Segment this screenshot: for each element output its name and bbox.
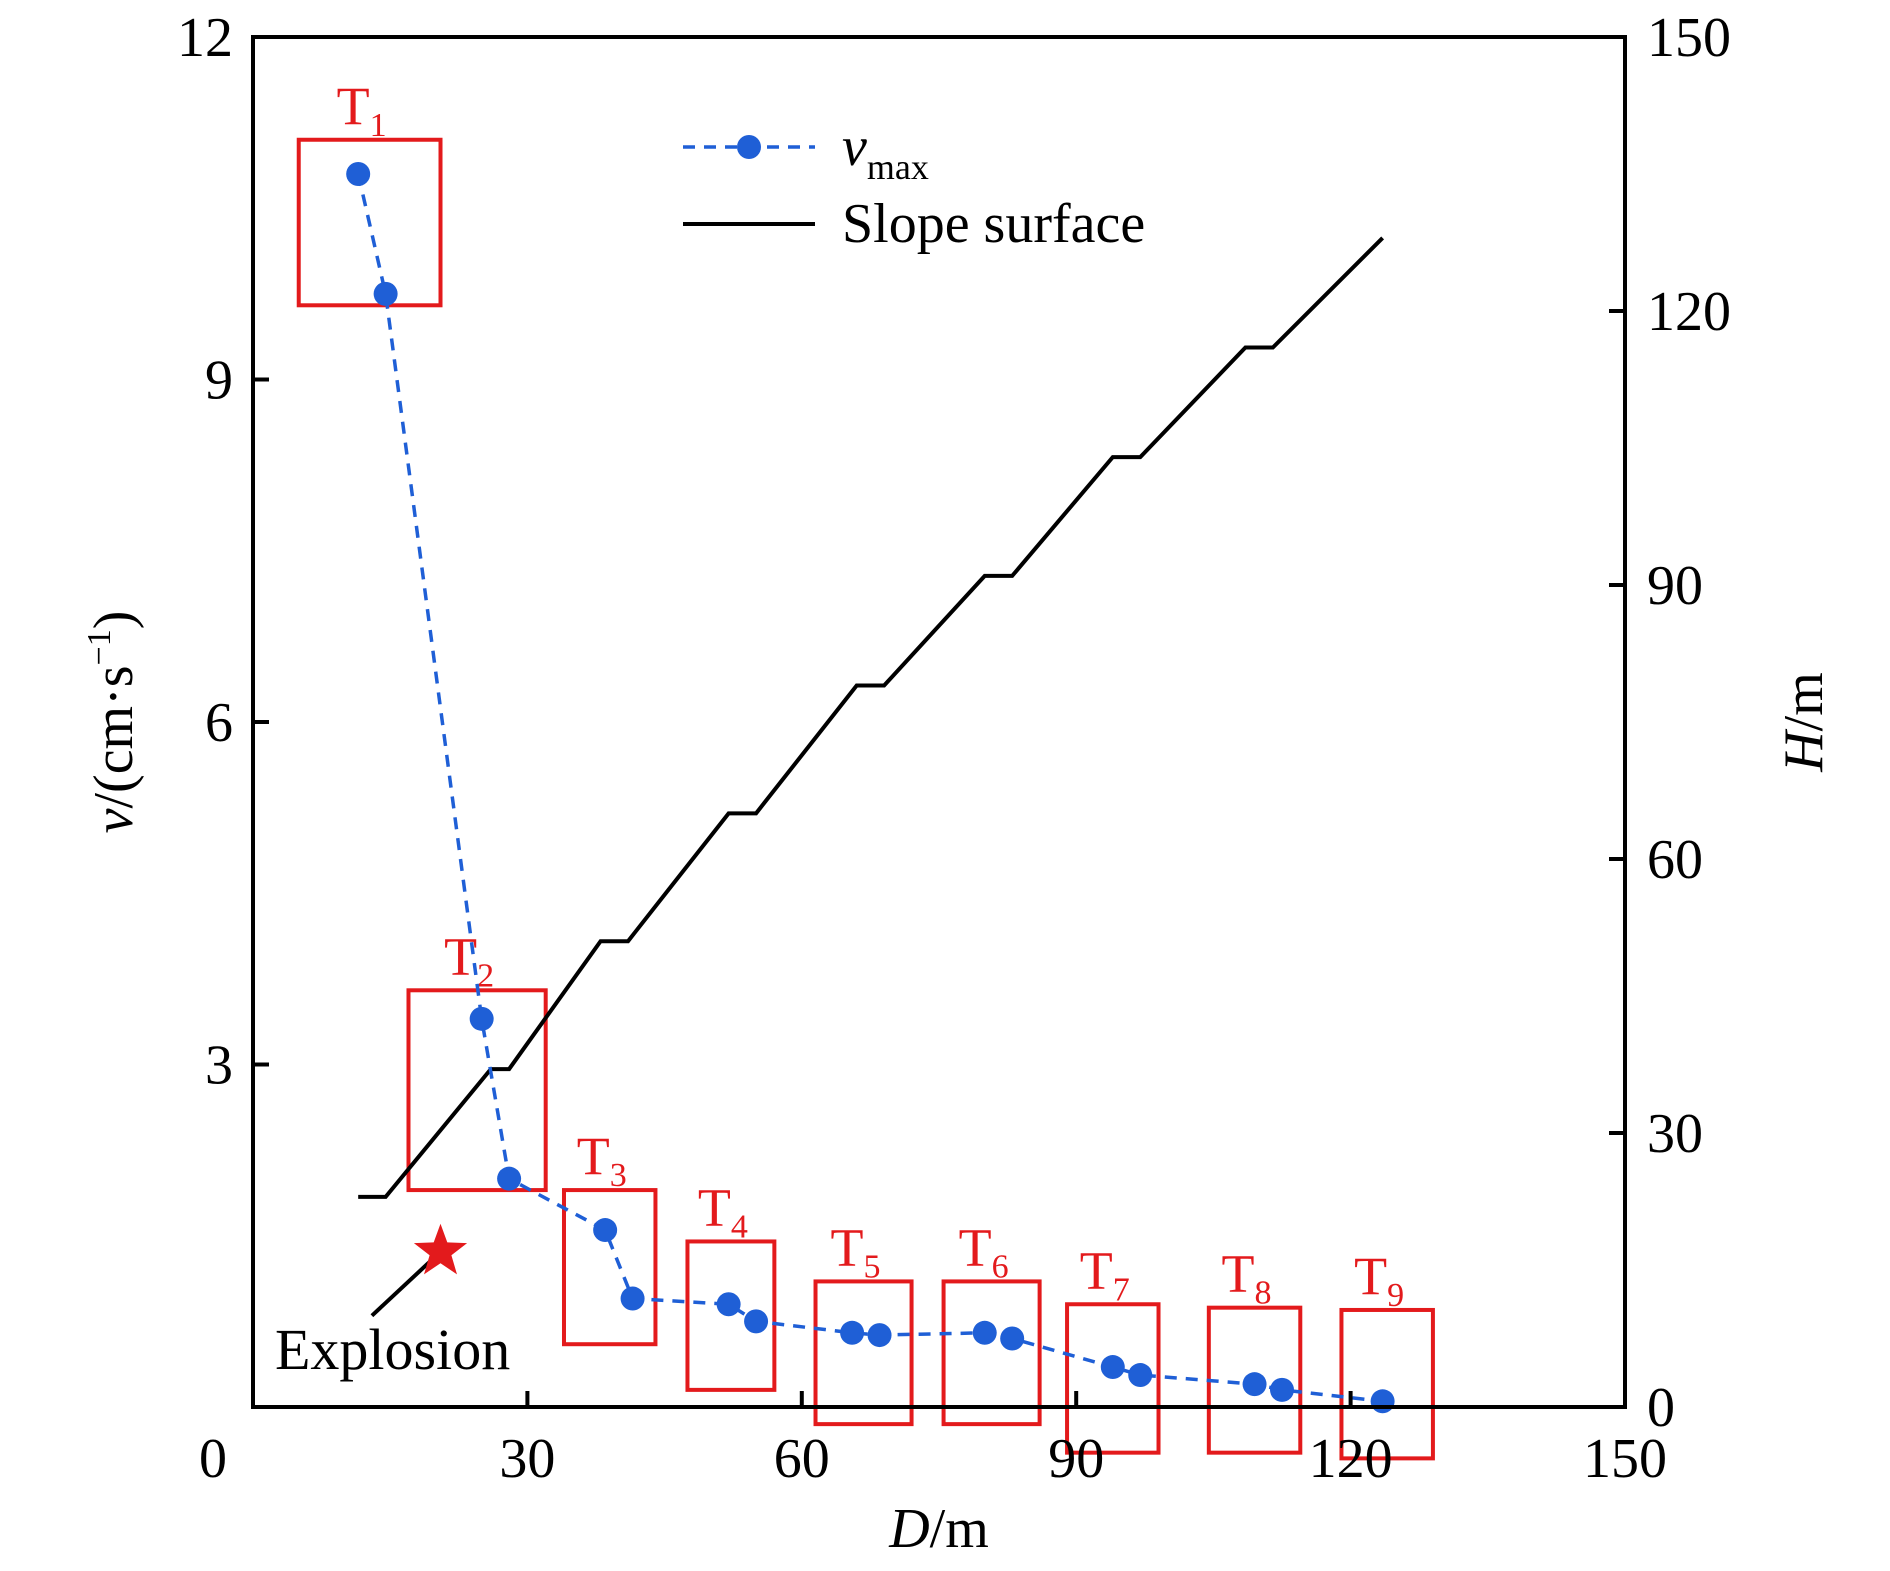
group-label-letter: T bbox=[698, 1177, 731, 1237]
y-left-tick-label: 3 bbox=[205, 1035, 233, 1097]
x-axis-title-unit: /m bbox=[930, 1498, 989, 1560]
legend-vmax-label: vmax bbox=[842, 116, 929, 187]
group-label-subscript: 3 bbox=[610, 1157, 627, 1194]
group-label-letter: T bbox=[1222, 1244, 1255, 1304]
y-right-tick-label: 150 bbox=[1647, 7, 1731, 69]
y-left-tick-label: 6 bbox=[205, 692, 233, 754]
group-box-9 bbox=[1339, 1307, 1435, 1461]
group-label-letter: T bbox=[577, 1126, 610, 1186]
legend-vmax-symbol: v bbox=[842, 116, 867, 178]
group-label-subscript: 4 bbox=[731, 1208, 748, 1245]
group-label-5: T5 bbox=[831, 1217, 881, 1285]
y-right-title-unit: /m bbox=[1773, 672, 1835, 731]
group-label-3: T3 bbox=[577, 1126, 627, 1194]
group-box-5 bbox=[813, 1279, 914, 1427]
legend-vmax-subscript: max bbox=[867, 147, 929, 187]
vmax-point bbox=[1242, 1372, 1267, 1397]
group-label-letter: T bbox=[1080, 1240, 1113, 1300]
slope-surface-line bbox=[358, 236, 1385, 1199]
y-left-title-symbol: v bbox=[83, 808, 145, 833]
group-label-subscript: 9 bbox=[1387, 1277, 1404, 1314]
group-label-2: T2 bbox=[444, 926, 494, 994]
group-label-subscript: 2 bbox=[477, 957, 494, 994]
x-axis-title-symbol: D bbox=[888, 1498, 929, 1560]
group-box-4 bbox=[685, 1239, 777, 1392]
group-label-7: T7 bbox=[1080, 1240, 1130, 1308]
y-right-axis-title: H/m bbox=[1773, 672, 1835, 773]
vmax-point bbox=[744, 1309, 769, 1334]
x-tick-label: 90 bbox=[1048, 1428, 1104, 1490]
legend-slope-label: Slope surface bbox=[842, 193, 1145, 255]
group-box-1 bbox=[296, 137, 443, 308]
explosion-layer: Explosion bbox=[275, 1223, 510, 1382]
group-box-3 bbox=[561, 1188, 658, 1347]
y-right-tick-label: 90 bbox=[1647, 555, 1703, 617]
vmax-point bbox=[1270, 1377, 1294, 1402]
y-right-tick-label: 30 bbox=[1647, 1103, 1703, 1165]
group-label-letter: T bbox=[444, 926, 477, 986]
vmax-point bbox=[1000, 1326, 1025, 1351]
vmax-point bbox=[972, 1320, 997, 1345]
group-label-subscript: 7 bbox=[1113, 1271, 1130, 1308]
x-tick-label: 120 bbox=[1309, 1428, 1393, 1490]
group-label-letter: T bbox=[337, 76, 370, 136]
x-tick-label: 0 bbox=[199, 1428, 227, 1490]
y-left-title-unit: /(cm·s bbox=[83, 665, 145, 808]
vmax-point bbox=[1128, 1363, 1153, 1388]
vmax-point bbox=[373, 281, 398, 306]
vmax-point bbox=[497, 1166, 522, 1191]
explosion-star bbox=[413, 1223, 468, 1275]
y-left-title-superscript: −1 bbox=[81, 629, 118, 665]
vmax-point bbox=[1100, 1355, 1125, 1380]
explosion-label: Explosion bbox=[275, 1317, 510, 1382]
group-label-subscript: 5 bbox=[864, 1248, 881, 1285]
y-right-tick-label: 120 bbox=[1647, 281, 1731, 343]
vmax-point bbox=[840, 1320, 865, 1345]
legend-vmax-marker bbox=[737, 135, 761, 159]
vmax-point bbox=[1370, 1389, 1395, 1414]
axes-layer: 0 30 60 90 120 150369120306090120150D/mv/(cm·… bbox=[81, 7, 1835, 1560]
group-label-4: T4 bbox=[698, 1177, 748, 1245]
vmax-point bbox=[469, 1006, 494, 1031]
group-box-7 bbox=[1065, 1302, 1161, 1455]
vmax-point bbox=[867, 1323, 892, 1348]
x-tick-label: 150 bbox=[1583, 1428, 1667, 1490]
group-label-8: T8 bbox=[1222, 1244, 1272, 1312]
y-left-tick-label: 9 bbox=[205, 350, 233, 412]
group-label-letter: T bbox=[1354, 1246, 1387, 1306]
vmax-line bbox=[356, 173, 1383, 1404]
group-label-letter: T bbox=[831, 1217, 864, 1277]
vmax-point bbox=[620, 1286, 645, 1311]
y-right-title-symbol: H bbox=[1773, 729, 1835, 773]
group-label-subscript: 1 bbox=[370, 107, 387, 144]
y-right-tick-label: 60 bbox=[1647, 829, 1703, 891]
group-label-9: T9 bbox=[1354, 1246, 1404, 1314]
group-label-6: T6 bbox=[959, 1217, 1009, 1285]
vmax-point bbox=[716, 1292, 741, 1317]
group-label-subscript: 6 bbox=[992, 1248, 1009, 1285]
y-left-axis-title: v/(cm·s−1) bbox=[81, 611, 145, 834]
group-box-6 bbox=[941, 1279, 1042, 1427]
group-label-subscript: 8 bbox=[1255, 1275, 1272, 1312]
vmax-point bbox=[346, 162, 371, 186]
y-right-tick-label: 0 bbox=[1647, 1377, 1675, 1439]
group-label-1: T1 bbox=[337, 76, 387, 144]
x-tick-label: 30 bbox=[499, 1428, 555, 1490]
x-axis-title: D/m bbox=[888, 1498, 989, 1560]
vmax-layer bbox=[346, 162, 1395, 1414]
y-left-title-close: ) bbox=[83, 611, 145, 630]
y-left-tick-label: 12 bbox=[177, 7, 233, 69]
group-label-letter: T bbox=[959, 1217, 992, 1277]
slope-surface-layer bbox=[358, 236, 1385, 1199]
x-tick-label: 60 bbox=[774, 1428, 830, 1490]
vmax-point bbox=[593, 1218, 618, 1243]
